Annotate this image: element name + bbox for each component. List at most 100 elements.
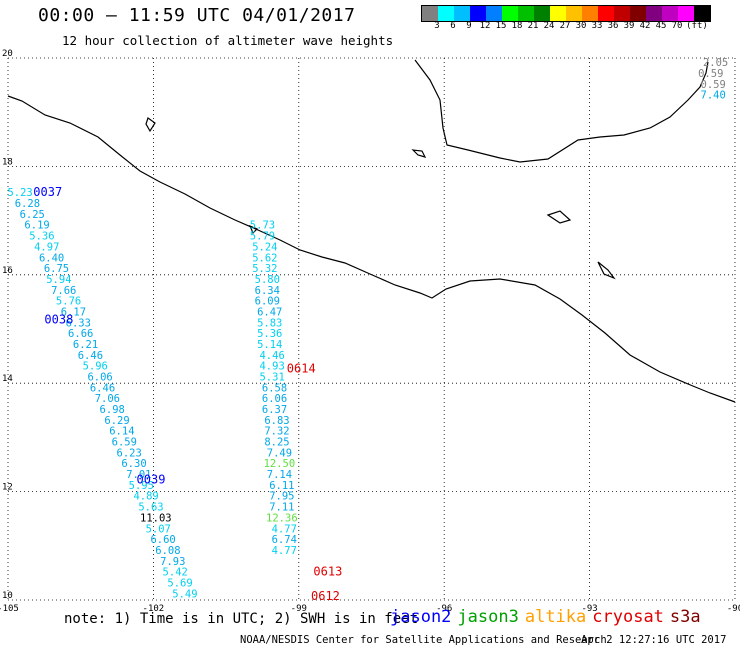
page-title: 00:00 – 11:59 UTC 04/01/2017 <box>38 5 356 26</box>
colorbar-tick-label: 21 <box>527 21 539 31</box>
altimeter-tracks: 5.236.286.256.195.364.976.406.755.947.66… <box>7 57 728 603</box>
wave-height-label: 5.95 <box>129 480 154 492</box>
wave-height-label: 7.11 <box>269 502 294 514</box>
wave-height-label: 7.14 <box>267 469 292 481</box>
wave-height-label: 5.63 <box>138 502 163 514</box>
y-tick-label: 12 <box>2 483 13 493</box>
wave-height-label: 4.97 <box>34 241 59 253</box>
x-tick-label: -93 <box>581 604 597 614</box>
x-tick-label: -96 <box>436 604 452 614</box>
wave-height-label: 8.25 <box>264 437 289 449</box>
colorbar-swatch <box>534 6 550 21</box>
y-tick-label: 10 <box>2 591 13 601</box>
x-tick-label: -99 <box>291 604 307 614</box>
colorbar-swatch <box>454 6 470 21</box>
wave-height-label: 5.36 <box>257 328 282 340</box>
island-2 <box>546 210 572 224</box>
footer-timestamp: Apr 2 12:27:16 UTC 2017 <box>581 634 727 646</box>
island-3 <box>597 261 616 280</box>
wave-height-label: 5.24 <box>252 241 277 253</box>
coastline <box>7 59 736 403</box>
pass-time-label: 0038 <box>44 313 73 327</box>
wave-height-label: 4.46 <box>259 350 284 362</box>
wave-height-label: 7.93 <box>160 556 185 568</box>
wave-height-label: 7.49 <box>267 447 292 459</box>
colorbar-swatch <box>678 6 694 21</box>
footer-credit: NOAA/NESDIS Center for Satellite Applica… <box>240 634 607 646</box>
wave-height-label: 6.37 <box>262 404 287 416</box>
island-1 <box>411 149 427 158</box>
wave-height-label: 5.94 <box>46 274 71 286</box>
colorbar-tick-label: 3 <box>434 21 440 31</box>
wave-height-label: 12.50 <box>264 458 296 470</box>
wave-height-label: 6.33 <box>66 317 91 329</box>
footer-note: note: 1) Time is in UTC; 2) SWH is in fe… <box>64 611 419 627</box>
wave-height-label: 6.34 <box>255 285 280 297</box>
colorbar-tick-label: 45 <box>655 21 667 31</box>
wave-height-label: 4.77 <box>272 545 297 557</box>
colorbar-tick-label: 18 <box>511 21 523 31</box>
island-5 <box>248 224 259 235</box>
wave-height-label: 6.46 <box>78 350 103 362</box>
colorbar-tick-label: 12 <box>479 21 491 31</box>
wave-height-label: 4.77 <box>272 523 297 535</box>
x-tick-label: -102 <box>143 604 165 614</box>
colorbar-tick-label: 27 <box>559 21 571 31</box>
wave-height-label: 4.89 <box>133 491 158 503</box>
colorbar-swatch <box>694 6 710 21</box>
colorbar-swatch <box>486 6 502 21</box>
wave-height-label: 6.06 <box>87 371 112 383</box>
colorbar-tick-label: 9 <box>466 21 472 31</box>
y-tick-label: 20 <box>2 49 13 59</box>
y-tick-label: 18 <box>2 157 13 167</box>
wave-height-label: 6.25 <box>20 209 45 221</box>
wave-height-label: 7.06 <box>95 393 120 405</box>
colorbar-tick-labels: 3 6 9 12 15 18 21 24 27 30 33 36 39 42 45 70 (ft) <box>421 21 740 35</box>
colorbar-swatch <box>438 6 454 21</box>
colorbar-swatch <box>646 6 662 21</box>
y-tick-label: 16 <box>2 266 13 276</box>
wave-height-label: 6.08 <box>155 545 180 557</box>
wave-height-label: 0.59 <box>698 68 723 80</box>
wave-height-label: 5.62 <box>252 252 277 264</box>
wave-height-label: 0.59 <box>701 79 726 91</box>
wave-height-label: 7.40 <box>701 90 726 102</box>
wave-height-label: 6.46 <box>90 382 115 394</box>
wave-height-label: 5.36 <box>29 231 54 243</box>
wave-height-label: 11.03 <box>140 512 172 524</box>
x-tick-label: -90 <box>727 604 740 614</box>
colorbar-swatch <box>502 6 518 21</box>
colorbar-tick-label: 24 <box>543 21 555 31</box>
wave-height-label: 6.75 <box>44 263 69 275</box>
wave-height-label: 5.32 <box>252 263 277 275</box>
page-subtitle: 12 hour collection of altimeter wave hei… <box>62 33 394 48</box>
colorbar-swatch <box>614 6 630 21</box>
wave-height-label: 6.23 <box>117 447 142 459</box>
wave-height-label: 5.73 <box>250 220 275 232</box>
axis-tick-labels: -105 -102 -99 -96 -93 -90 10 12 14 16 18 20 <box>0 49 740 614</box>
wave-height-label: 6.66 <box>68 328 93 340</box>
satellite-legend-cryosat: cryosat <box>592 607 664 627</box>
wave-height-label: 6.29 <box>104 415 129 427</box>
wave-height-label: 5.07 <box>146 523 171 535</box>
colorbar-tick-label: 30 <box>575 21 587 31</box>
wave-height-label: 5.83 <box>257 317 282 329</box>
wave-height-label: 4.93 <box>259 361 284 373</box>
colorbar-tick-label: 36 <box>607 21 619 31</box>
island-4 <box>145 117 156 133</box>
satellite-legend: jason2 jason3 altika cryosat s3a <box>390 607 707 627</box>
colorbar-tick-label: 42 <box>639 21 651 31</box>
colorbar-swatch <box>662 6 678 21</box>
wave-height-label: 6.30 <box>121 458 146 470</box>
wave-height-label: 5.42 <box>163 567 188 579</box>
wave-height-label: 5.49 <box>172 588 197 600</box>
wave-height-label: 6.83 <box>264 415 289 427</box>
colorbar-tick-label: 39 <box>623 21 635 31</box>
satellite-legend-jason3: jason3 <box>457 607 519 627</box>
x-tick-label: -105 <box>0 604 19 614</box>
wave-height-label: 7.95 <box>269 491 294 503</box>
wave-height-label: 2.05 <box>703 57 728 69</box>
wave-height-label: 6.74 <box>272 534 297 546</box>
satellite-legend-jason2: jason2 <box>390 607 452 627</box>
